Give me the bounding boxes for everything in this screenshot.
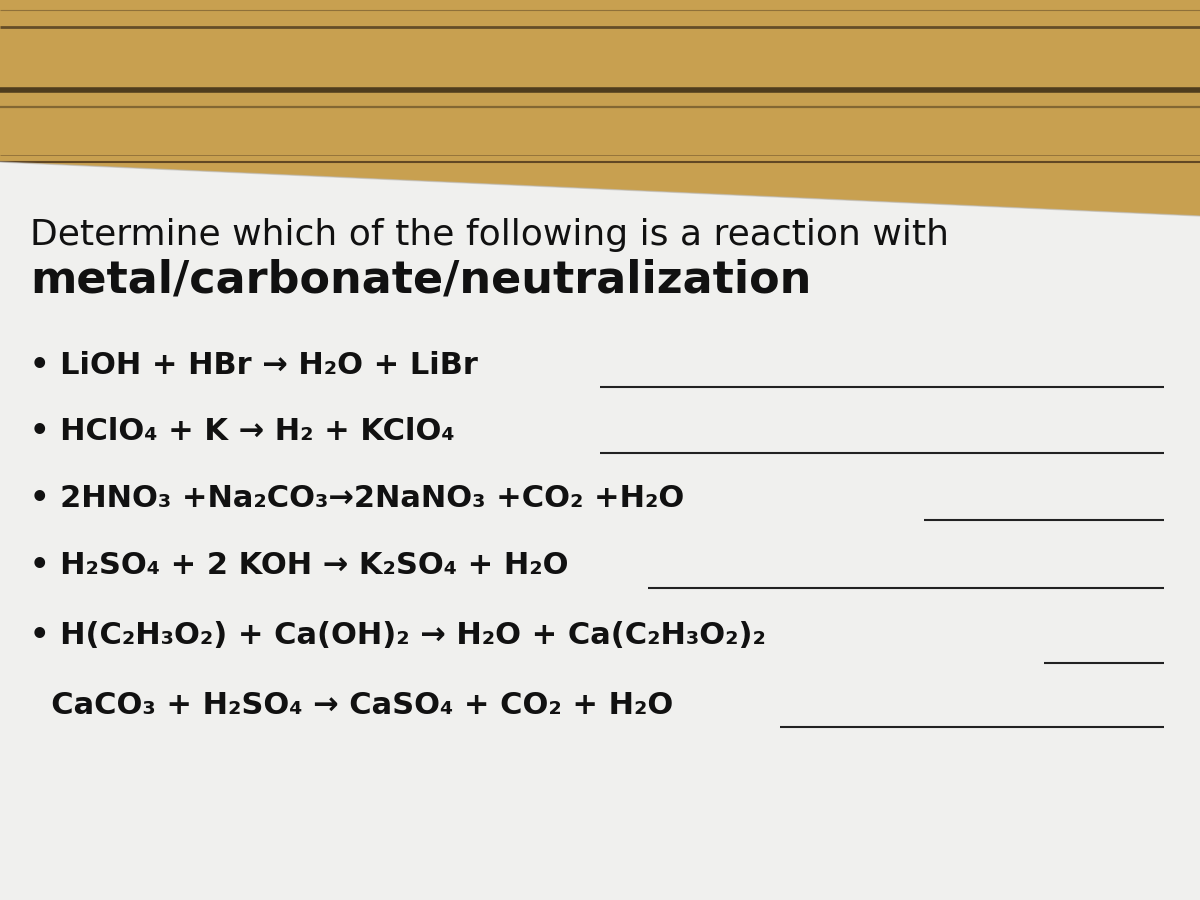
Text: metal/carbonate/neutralization: metal/carbonate/neutralization — [30, 258, 811, 302]
Text: • 2HNO₃ +Na₂CO₃→2NaNO₃ +CO₂ +H₂O: • 2HNO₃ +Na₂CO₃→2NaNO₃ +CO₂ +H₂O — [30, 484, 684, 513]
Text: • H₂SO₄ + 2 KOH → K₂SO₄ + H₂O: • H₂SO₄ + 2 KOH → K₂SO₄ + H₂O — [30, 552, 569, 581]
Polygon shape — [0, 162, 1200, 900]
Text: • HClO₄ + K → H₂ + KClO₄: • HClO₄ + K → H₂ + KClO₄ — [30, 417, 455, 446]
Text: CaCO₃ + H₂SO₄ → CaSO₄ + CO₂ + H₂O: CaCO₃ + H₂SO₄ → CaSO₄ + CO₂ + H₂O — [30, 691, 673, 720]
Text: • H(C₂H₃O₂) + Ca(OH)₂ → H₂O + Ca(C₂H₃O₂)₂: • H(C₂H₃O₂) + Ca(OH)₂ → H₂O + Ca(C₂H₃O₂)… — [30, 621, 766, 650]
Text: • LiOH + HBr → H₂O + LiBr: • LiOH + HBr → H₂O + LiBr — [30, 351, 478, 380]
Text: Determine which of the following is a reaction with: Determine which of the following is a re… — [30, 218, 949, 252]
